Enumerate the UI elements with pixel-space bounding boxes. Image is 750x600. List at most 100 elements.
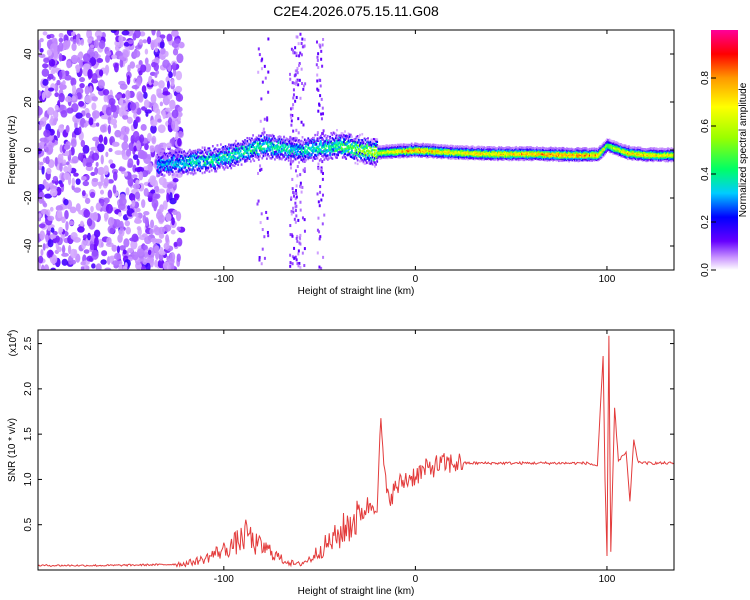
heatmap-cell: [319, 185, 322, 189]
heatmap-cell: [270, 144, 273, 147]
heatmap-cell: [159, 170, 161, 174]
heatmap-cell: [209, 150, 212, 154]
heatmap-cell: [303, 167, 306, 171]
heatmap-cell: [241, 140, 244, 143]
heatmap-cell: [260, 138, 263, 141]
heatmap-cell: [218, 166, 221, 169]
heatmap-cell: [370, 138, 373, 142]
heatmap-cell: [294, 169, 297, 173]
heatmap-cell: [247, 154, 250, 158]
heatmap-cell: [396, 143, 399, 146]
heatmap-cell: [367, 142, 369, 145]
heatmap-cell: [318, 136, 321, 139]
heatmap-cell: [262, 154, 265, 158]
heatmap-cell: [344, 149, 346, 153]
heatmap-cell: [145, 262, 151, 270]
heatmap-cell: [549, 150, 552, 153]
heatmap-cell: [233, 156, 236, 159]
heatmap-cell: [251, 152, 253, 155]
heatmap-cell: [376, 152, 379, 155]
heatmap-cell: [268, 145, 271, 148]
heatmap-cell: [355, 157, 358, 160]
heatmap-cell: [41, 116, 48, 122]
heatmap-cell: [482, 155, 484, 159]
heatmap-cell: [241, 144, 244, 148]
heatmap-cell: [379, 152, 382, 156]
heatmap-cell: [61, 244, 66, 255]
heatmap-cell: [185, 159, 188, 162]
heatmap-cell: [244, 141, 246, 144]
heatmap-cell: [179, 166, 182, 170]
heatmap-cell: [297, 252, 300, 256]
heatmap-cell: [47, 226, 51, 231]
heatmap-cell: [306, 155, 308, 159]
heatmap-cell: [452, 147, 454, 150]
heatmap-cell: [569, 148, 572, 151]
heatmap-cell: [324, 156, 327, 159]
heatmap-cell: [110, 118, 118, 126]
heatmap-cell: [225, 151, 228, 154]
heatmap-cell: [292, 51, 295, 55]
heatmap-cell: [521, 154, 523, 158]
heatmap-cell: [464, 153, 467, 156]
heatmap-cell: [206, 157, 208, 161]
heatmap-cell: [518, 158, 521, 161]
heatmap-cell: [495, 147, 498, 150]
heatmap-cell: [347, 147, 350, 150]
heatmap-cell: [336, 156, 338, 159]
heatmap-cell: [372, 153, 375, 157]
heatmap-cell: [252, 149, 254, 152]
heatmap-cell: [463, 151, 466, 154]
heatmap-cell: [365, 161, 368, 164]
heatmap-cell: [177, 106, 183, 113]
heatmap-cell: [426, 151, 429, 154]
heatmap-cell: [194, 149, 197, 152]
heatmap-cell: [546, 150, 549, 154]
heatmap-cell: [192, 159, 195, 162]
heatmap-cell: [293, 246, 296, 250]
heatmap-cell: [96, 35, 102, 41]
heatmap-cell: [434, 152, 437, 155]
heatmap-cell: [202, 154, 205, 157]
heatmap-cell: [547, 154, 550, 158]
heatmap-cell: [49, 188, 58, 197]
heatmap-cell: [472, 154, 475, 157]
heatmap-cell: [502, 158, 505, 161]
heatmap-cell: [279, 157, 282, 160]
heatmap-cell: [270, 139, 273, 142]
heatmap-cell: [54, 104, 59, 111]
heatmap-cell: [501, 158, 504, 161]
heatmap-cell: [390, 148, 392, 151]
heatmap-cell: [275, 152, 277, 156]
heatmap-cell: [123, 238, 130, 248]
heatmap-cell: [330, 131, 333, 135]
heatmap-cell: [233, 164, 236, 167]
heatmap-cell: [471, 148, 474, 152]
heatmap-cell: [171, 170, 174, 173]
heatmap-cell: [374, 157, 376, 160]
heatmap-cell: [391, 144, 394, 147]
heatmap-cell: [182, 171, 184, 175]
heatmap-cell: [94, 30, 103, 39]
heatmap-cell: [465, 152, 468, 155]
heatmap-cell: [172, 165, 175, 169]
heatmap-cell: [265, 142, 268, 145]
heatmap-cell: [294, 136, 297, 140]
heatmap-cell: [136, 140, 142, 151]
heatmap-cell: [164, 160, 167, 164]
heatmap-cell: [554, 158, 557, 162]
heatmap-cell: [318, 103, 321, 107]
heatmap-cell: [291, 106, 294, 110]
heatmap-cell: [300, 152, 303, 155]
heatmap-cell: [138, 39, 144, 45]
heatmap-cell: [80, 39, 85, 46]
heatmap-cell: [174, 120, 178, 131]
heatmap-cell: [51, 37, 58, 44]
heatmap-cell: [341, 141, 344, 144]
heatmap-cell: [470, 152, 473, 156]
heatmap-cell: [287, 138, 290, 142]
heatmap-cell: [318, 142, 321, 145]
heatmap-cell: [322, 142, 325, 145]
heatmap-cell: [292, 206, 295, 210]
heatmap-cell: [318, 143, 321, 147]
